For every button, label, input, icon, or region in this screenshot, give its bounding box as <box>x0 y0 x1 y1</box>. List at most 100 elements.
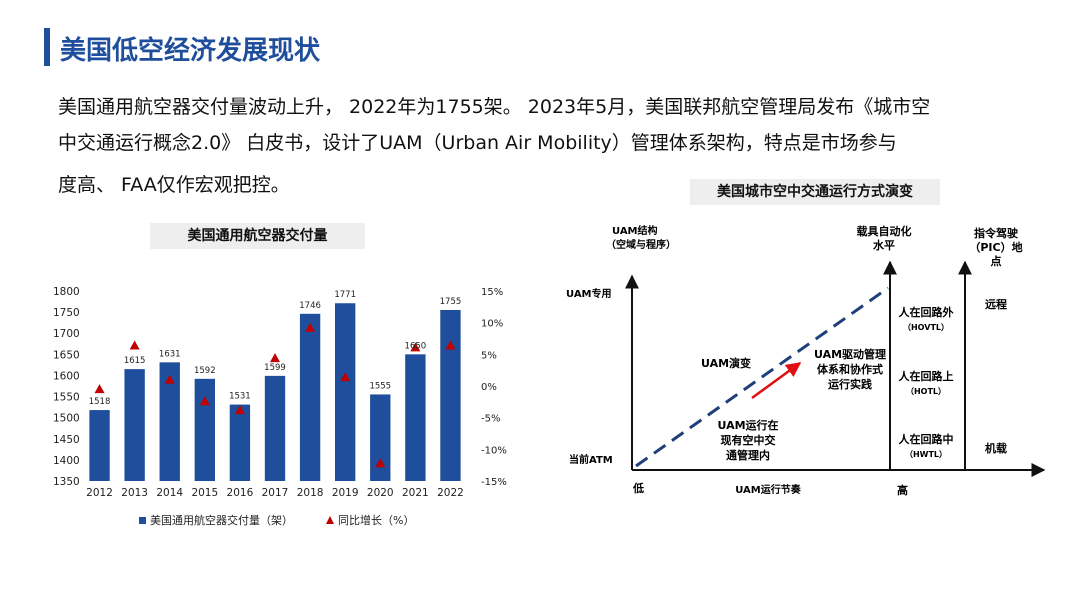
hotl-label-2: （HOTL） <box>906 386 946 396</box>
uam-dedicated-label: UAM专用 <box>566 287 612 300</box>
growth-marker-2022 <box>445 340 456 350</box>
bar-2020 <box>370 394 391 481</box>
growth-marker-2017 <box>270 353 280 363</box>
x-tick-2014: 2014 <box>156 487 183 499</box>
evolution-red-arrow <box>751 361 802 400</box>
legend-growth-label: 同比增长（%） <box>338 513 414 527</box>
x-tick-2019: 2019 <box>332 487 359 499</box>
y-tick-1600: 1600 <box>53 370 80 382</box>
hovtl-label-1: 人在回路外 <box>899 305 954 319</box>
driven-label-2: 体系和协作式 <box>817 362 883 376</box>
bar-2021 <box>405 354 426 481</box>
diagram-title: 美国城市空中交通运行方式演变 <box>690 179 940 205</box>
legend-bar-label: 美国通用航空器交付量（架） <box>150 513 293 527</box>
y-tick-1500: 1500 <box>53 413 80 425</box>
bar-chart-title: 美国通用航空器交付量 <box>150 223 365 249</box>
growth-marker-2016 <box>234 405 245 415</box>
remote-label: 远程 <box>985 297 1007 311</box>
bar-2017 <box>264 375 286 481</box>
growth-marker-2015 <box>199 396 210 406</box>
x-axis-low-label: 低 <box>632 481 644 495</box>
automation-label-1: 载具自动化 <box>857 224 912 238</box>
y-tick-1450: 1450 <box>53 434 80 446</box>
current-ops-label-3: 通管理内 <box>726 448 770 462</box>
growth-marker-2019 <box>340 372 351 382</box>
x-tick-2016: 2016 <box>227 487 254 499</box>
y2-tick-5%: 5% <box>481 350 497 361</box>
x-tick-2017: 2017 <box>262 487 289 499</box>
bar-2018 <box>299 313 321 481</box>
uam-evolution-diagram: UAM结构 （空域与程序） 载具自动化 水平 指令驾驶 （PIC）地 点 UAM… <box>566 224 1046 497</box>
growth-marker-2021 <box>410 342 421 352</box>
growth-marker-2014 <box>164 374 175 384</box>
bar-value-label-2013: 1615 <box>124 356 146 366</box>
bar-2013 <box>124 369 145 481</box>
legend-bar-swatch <box>139 517 146 524</box>
chart-legend: 美国通用航空器交付量（架） 同比增长（%） <box>139 513 414 527</box>
bar-value-label-2022: 1755 <box>440 297 462 307</box>
y-tick-1700: 1700 <box>53 328 80 340</box>
pic-label-3: 点 <box>991 254 1002 268</box>
uam-structure-sub: （空域与程序） <box>606 238 676 251</box>
y2-tick--5%: -5% <box>481 414 500 425</box>
bar-value-label-2012: 1518 <box>89 397 111 407</box>
pic-label-2: （PIC）地 <box>969 240 1022 254</box>
bar-chart: 1800 1750 1700 1650 1600 1550 1500 1450 1400 1350… <box>53 286 507 527</box>
x-tick-2020: 2020 <box>367 487 394 499</box>
bar-value-label-2016: 1531 <box>229 392 251 402</box>
driven-label-3: 运行实践 <box>828 377 872 391</box>
current-atm-label: 当前ATM <box>569 453 613 466</box>
hwtl-label-2: （HWTL） <box>905 449 947 459</box>
pic-label-1: 指令驾驶 <box>974 226 1019 240</box>
y2-tick-0%: 0% <box>481 382 497 393</box>
x-tick-2012: 2012 <box>86 487 113 499</box>
growth-marker-2013 <box>129 340 140 350</box>
y-tick-1550: 1550 <box>53 392 80 404</box>
uam-structure-label: UAM结构 <box>612 224 658 237</box>
bar-2015 <box>194 378 215 481</box>
y-tick-1750: 1750 <box>53 307 80 319</box>
bar-value-label-2019: 1771 <box>334 290 356 300</box>
y2-tick--15%: -15% <box>481 477 507 488</box>
current-ops-label-2: 现有空中交 <box>721 433 776 447</box>
bar-2014 <box>159 362 180 481</box>
y-tick-1650: 1650 <box>53 349 80 361</box>
bar-2022 <box>440 310 461 481</box>
x-axis-label: UAM运行节奏 <box>735 483 802 496</box>
bar-value-label-2021: 1650 <box>405 341 427 351</box>
bar-value-label-2018: 1746 <box>299 301 321 311</box>
bar-value-label-2015: 1592 <box>194 366 216 376</box>
x-tick-2018: 2018 <box>297 487 324 499</box>
bar-2016 <box>229 404 251 481</box>
y-tick-1400: 1400 <box>53 455 80 467</box>
y2-tick-15%: 15% <box>481 287 503 298</box>
bar-2019 <box>335 303 356 481</box>
bar-value-label-2020: 1555 <box>369 381 391 391</box>
page-title: 美国低空经济发展现状 <box>60 36 321 66</box>
x-tick-2021: 2021 <box>402 487 429 499</box>
legend-triangle-swatch <box>326 516 334 524</box>
x-axis-high-label: 高 <box>897 483 908 497</box>
automation-label-2: 水平 <box>873 238 895 252</box>
x-tick-2013: 2013 <box>121 487 148 499</box>
uam-evolution-label: UAM演变 <box>701 356 751 370</box>
title-accent-bar <box>44 28 50 66</box>
growth-marker-2020 <box>375 458 386 468</box>
growth-marker-2012 <box>94 384 105 394</box>
hovtl-label-2: （HOVTL） <box>903 322 949 332</box>
hwtl-label-1: 人在回路中 <box>899 432 954 446</box>
hotl-label-1: 人在回路上 <box>899 369 954 383</box>
intro-line-1: 美国通用航空器交付量波动上升， 2022年为1755架。 2023年5月，美国联… <box>58 96 931 118</box>
y-tick-1800: 1800 <box>53 286 80 298</box>
intro-line-3: 度高、 FAA仅作宏观把控。 <box>58 174 290 196</box>
x-tick-2015: 2015 <box>191 487 218 499</box>
y2-tick-10%: 10% <box>481 319 503 330</box>
y2-tick--10%: -10% <box>481 445 507 456</box>
growth-marker-2018 <box>305 322 316 332</box>
current-ops-label-1: UAM运行在 <box>717 418 778 432</box>
bar-2012 <box>89 410 110 481</box>
bar-value-label-2014: 1631 <box>159 349 181 359</box>
evolution-dashed-line <box>635 286 889 468</box>
x-tick-2022: 2022 <box>437 487 464 499</box>
intro-line-2: 中交通运行概念2.0》 白皮书，设计了UAM（Urban Air Mobilit… <box>58 132 897 154</box>
